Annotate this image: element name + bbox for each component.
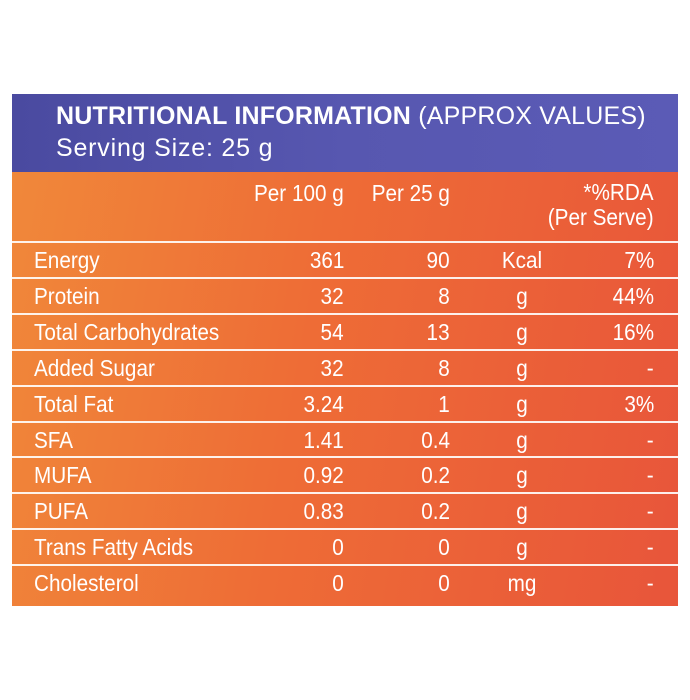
value-per25: 1	[438, 390, 450, 417]
value-per25: 8	[438, 282, 450, 309]
value-per100: 361	[309, 247, 344, 273]
value-per25: 0	[438, 570, 450, 597]
value-rda: 44%	[612, 282, 654, 309]
serving-size: Serving Size: 25 g	[56, 134, 274, 162]
nutrient-name: SFA	[34, 426, 74, 453]
row-divider	[12, 492, 678, 495]
value-rda: -	[647, 426, 654, 453]
title-bold: NUTRITIONAL INFORMATION	[56, 102, 412, 130]
row-divider	[12, 564, 678, 567]
unit: g	[516, 462, 528, 489]
table-row: Cholesterol 0 0 mg -	[12, 565, 678, 601]
value-per100: 32	[320, 354, 344, 381]
value-per25: 0.2	[421, 462, 450, 489]
unit: g	[516, 390, 528, 417]
page-title: NUTRITIONAL INFORMATION (APPROX VALUES)	[56, 102, 646, 131]
nutrient-name: Added Sugar	[34, 354, 155, 381]
unit: mg	[507, 570, 537, 597]
unit: Kcal	[501, 247, 543, 273]
value-rda: -	[647, 498, 654, 525]
nutrient-name: PUFA	[34, 498, 89, 525]
value-rda: -	[647, 462, 654, 489]
rda-header-line1: *%RDA	[583, 179, 654, 205]
table-row: MUFA 0.92 0.2 g -	[12, 457, 678, 493]
row-divider	[12, 348, 678, 351]
value-per25: 0	[438, 534, 450, 561]
table-row: SFA 1.41 0.4 g -	[12, 422, 678, 458]
unit: g	[516, 498, 528, 525]
nutrient-name: Total Fat	[34, 390, 114, 417]
value-per100: 0	[332, 570, 344, 597]
value-per100: 0.83	[303, 498, 344, 525]
table-row: PUFA 0.83 0.2 g -	[12, 493, 678, 529]
value-per100: 0	[332, 534, 344, 561]
value-per25: 0.2	[421, 498, 450, 525]
row-divider	[12, 528, 678, 531]
nutrient-name: Energy	[34, 247, 100, 273]
unit: g	[516, 354, 528, 381]
value-per100: 1.41	[303, 426, 344, 453]
value-rda: -	[647, 354, 654, 381]
row-divider	[12, 276, 678, 279]
value-per100: 0.92	[303, 462, 344, 489]
value-per25: 90	[426, 247, 450, 273]
nutrient-name: MUFA	[34, 462, 92, 489]
title-approx: (APPROX VALUES)	[418, 102, 646, 130]
nutrition-label: NUTRITIONAL INFORMATION (APPROX VALUES) …	[12, 94, 678, 606]
value-per100: 32	[320, 282, 344, 309]
column-header-per25: Per 25 g	[371, 180, 450, 206]
rda-header-line2: (Per Serve)	[548, 204, 654, 230]
row-divider	[12, 312, 678, 315]
value-per100: 54	[320, 318, 344, 345]
unit: g	[516, 534, 528, 561]
value-per25: 8	[438, 354, 450, 381]
unit: g	[516, 426, 528, 453]
value-rda: 16%	[612, 318, 654, 345]
nutrient-name: Trans Fatty Acids	[34, 534, 194, 561]
value-rda: 3%	[624, 390, 654, 417]
value-rda: -	[647, 534, 654, 561]
row-divider	[12, 384, 678, 387]
row-divider	[12, 420, 678, 423]
nutrition-header: NUTRITIONAL INFORMATION (APPROX VALUES) …	[12, 94, 678, 172]
table-row: Trans Fatty Acids 0 0 g -	[12, 529, 678, 565]
nutrient-name: Cholesterol	[34, 570, 139, 597]
table-row: Total Fat 3.24 1 g 3%	[12, 386, 678, 422]
column-header-rda: *%RDA (Per Serve)	[548, 180, 654, 230]
value-rda: 7%	[624, 247, 654, 273]
row-divider	[12, 456, 678, 459]
nutrient-name: Total Carbohydrates	[34, 318, 220, 345]
value-per100: 3.24	[303, 390, 344, 417]
unit: g	[516, 318, 528, 345]
table-row: Total Carbohydrates 54 13 g 16%	[12, 314, 678, 350]
column-header-per100: Per 100 g	[254, 180, 344, 206]
table-row: Protein 32 8 g 44%	[12, 278, 678, 314]
table-row: Energy 361 90 Kcal 7%	[12, 242, 678, 278]
value-per25: 0.4	[421, 426, 450, 453]
unit: g	[516, 282, 528, 309]
value-rda: -	[647, 570, 654, 597]
table-row: Added Sugar 32 8 g -	[12, 350, 678, 386]
row-divider	[12, 241, 678, 243]
value-per25: 13	[426, 318, 450, 345]
nutrient-name: Protein	[34, 282, 100, 309]
